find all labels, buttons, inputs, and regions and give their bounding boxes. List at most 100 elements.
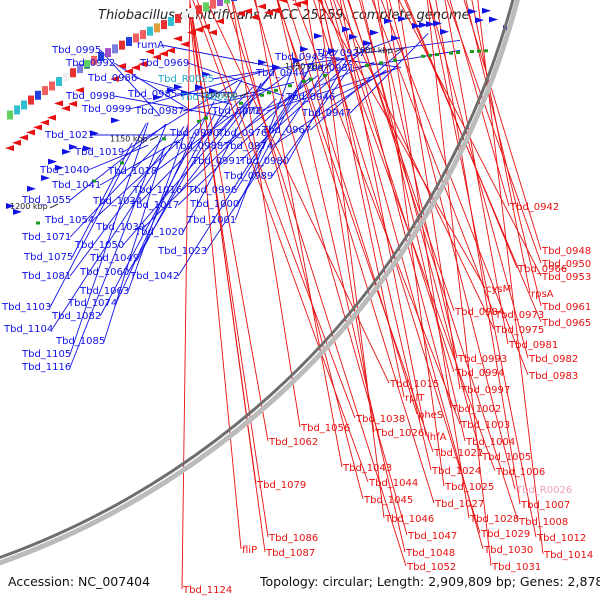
gene-label-ihfa[interactable]: ihfA bbox=[427, 432, 447, 443]
gene-label-tbd_1023[interactable]: Tbd_1023 bbox=[157, 246, 207, 257]
gene-label-tbd_0942[interactable]: Tbd_0942 bbox=[509, 202, 559, 213]
gene-label-tbd_1055[interactable]: Tbd_1055 bbox=[21, 195, 71, 206]
gene-label-tbd_1000[interactable]: Tbd_1000 bbox=[189, 199, 239, 210]
gene-label-tbd_1048[interactable]: Tbd_1048 bbox=[405, 548, 455, 559]
gene-label-tbd_1019[interactable]: Tbd_1019 bbox=[74, 147, 124, 158]
gene-label-tbd_0931[interactable]: Tbd_0931 bbox=[304, 63, 354, 74]
gene-label-flip[interactable]: fliP bbox=[242, 545, 257, 556]
gene-label-tbd_1041[interactable]: Tbd_1041 bbox=[51, 180, 101, 191]
gene-label-tbd_0992[interactable]: Tbd_0992 bbox=[65, 58, 115, 69]
gene-label-tbd_1049[interactable]: Tbd_1049 bbox=[89, 253, 139, 264]
gene-label-tbd_0973[interactable]: Tbd_0973 bbox=[494, 310, 544, 321]
gene-label-tbd_1024[interactable]: Tbd_1024 bbox=[431, 466, 481, 477]
gene-label-tbd_1124[interactable]: Tbd_1124 bbox=[182, 585, 232, 596]
gene-label-tbd_0946[interactable]: Tbd_0946 bbox=[285, 92, 335, 103]
gene-label-tbd_1085[interactable]: Tbd_1085 bbox=[55, 336, 105, 347]
gene-label-tbd_0961[interactable]: Tbd_0961 bbox=[541, 302, 591, 313]
gene-label-tbd_1022[interactable]: Tbd_1022 bbox=[433, 448, 483, 459]
gene-label-tbd_1045[interactable]: Tbd_1045 bbox=[363, 495, 413, 506]
gene-label-tbd_0997[interactable]: Tbd_0997 bbox=[460, 385, 510, 396]
gene-label-tbd_0953[interactable]: Tbd_0953 bbox=[541, 272, 591, 283]
gene-label-tbd_1042[interactable]: Tbd_1042 bbox=[129, 271, 179, 282]
gene-label-tbd_1025[interactable]: Tbd_1025 bbox=[444, 482, 494, 493]
gene-label-tbd_1044[interactable]: Tbd_1044 bbox=[368, 478, 418, 489]
gene-label-tbd_r0025[interactable]: Tbd_R0025 bbox=[157, 74, 214, 85]
gene-label-tbd_0991[interactable]: Tbd_0991 bbox=[191, 156, 241, 167]
gene-label-tbd_1054[interactable]: Tbd_1054 bbox=[44, 215, 94, 226]
gene-label-tbd_1046[interactable]: Tbd_1046 bbox=[384, 514, 434, 525]
gene-label-tbd_1040[interactable]: Tbd_1040 bbox=[39, 165, 89, 176]
gene-label-tbd_1047[interactable]: Tbd_1047 bbox=[407, 531, 457, 542]
gene-label-tbd_1001[interactable]: Tbd_1001 bbox=[186, 215, 236, 226]
gene-label-ruma[interactable]: rumA bbox=[137, 40, 164, 51]
gene-label-phes[interactable]: pheS bbox=[418, 410, 443, 421]
gene-label-tbd_1050[interactable]: Tbd_1050 bbox=[74, 240, 124, 251]
gene-label-tbd_1104[interactable]: Tbd_1104 bbox=[3, 324, 53, 335]
gene-label-tbd_0994[interactable]: Tbd_0994 bbox=[454, 368, 504, 379]
gene-label-tbd_1027[interactable]: Tbd_1027 bbox=[434, 499, 484, 510]
gene-label-tbd_0981[interactable]: Tbd_0981 bbox=[508, 340, 558, 351]
gene-label-tbd_1060[interactable]: Tbd_1060 bbox=[79, 267, 129, 278]
gene-label-tbd_0974[interactable]: Tbd_0974 bbox=[223, 141, 273, 152]
gene-label-tbd_1016[interactable]: Tbd_1016 bbox=[132, 185, 182, 196]
gene-label-tbd_1008[interactable]: Tbd_1008 bbox=[518, 517, 568, 528]
gene-label-tbd_0976[interactable]: Tbd_0976 bbox=[217, 128, 267, 139]
gene-label-tbd_r0026[interactable]: Tbd_R0026 bbox=[515, 485, 572, 496]
gene-label-tbd_0980[interactable]: Tbd_0980 bbox=[239, 156, 289, 167]
gene-label-tbd_1086[interactable]: Tbd_1086 bbox=[268, 533, 318, 544]
gene-label-tbd_1026[interactable]: Tbd_1026 bbox=[374, 428, 424, 439]
gene-label-tbd_0927[interactable]: Tbd_0927 bbox=[315, 48, 365, 59]
gene-label-tbd_1074[interactable]: Tbd_1074 bbox=[67, 298, 117, 309]
gene-label-tbd_0975[interactable]: Tbd_0975 bbox=[494, 325, 544, 336]
gene-label-tbd_1105[interactable]: Tbd_1105 bbox=[21, 349, 71, 360]
gene-label-tbd_r0024[interactable]: Tbd_R0024 bbox=[179, 92, 236, 103]
gene-label-tbd_1020[interactable]: Tbd_1020 bbox=[134, 227, 184, 238]
gene-label-tbd_1116[interactable]: Tbd_1116 bbox=[21, 362, 71, 373]
gene-label-tbd_1087[interactable]: Tbd_1087 bbox=[265, 548, 315, 559]
gene-label-tbd_1012[interactable]: Tbd_1012 bbox=[536, 533, 586, 544]
gene-label-tbd_1004[interactable]: Tbd_1004 bbox=[465, 437, 515, 448]
gene-label-tbd_1015[interactable]: Tbd_1015 bbox=[389, 379, 439, 390]
gene-label-tbd_0999[interactable]: Tbd_0999 bbox=[81, 104, 131, 115]
gene-label-tbd_1021[interactable]: Tbd_1021 bbox=[44, 130, 94, 141]
gene-label-tbd_0987[interactable]: Tbd_0987 bbox=[134, 106, 184, 117]
gene-label-tbd_1006[interactable]: Tbd_1006 bbox=[495, 467, 545, 478]
gene-label-rpsa[interactable]: rpsA bbox=[531, 289, 554, 300]
gene-label-tbd_0969[interactable]: Tbd_0969 bbox=[139, 58, 189, 69]
gene-label-tbd_1028[interactable]: Tbd_1028 bbox=[469, 514, 519, 525]
gene-label-tbd_1030[interactable]: Tbd_1030 bbox=[483, 545, 533, 556]
gene-label-tbd_1075[interactable]: Tbd_1075 bbox=[23, 252, 73, 263]
gene-label-tbd_1017[interactable]: Tbd_1017 bbox=[129, 200, 179, 211]
gene-label-tbd_0989[interactable]: Tbd_0989 bbox=[223, 171, 273, 182]
gene-label-cysm[interactable]: cysM bbox=[486, 284, 511, 295]
gene-label-tbd_0995[interactable]: Tbd_0995 bbox=[51, 45, 101, 56]
gene-label-tbd_1056[interactable]: Tbd_1056 bbox=[300, 423, 350, 434]
gene-label-tbd_1029[interactable]: Tbd_1029 bbox=[480, 529, 530, 540]
gene-label-tbd_0965[interactable]: Tbd_0965 bbox=[541, 318, 591, 329]
gene-label-tbd_0993[interactable]: Tbd_0993 bbox=[457, 354, 507, 365]
gene-label-tbd_1003[interactable]: Tbd_1003 bbox=[460, 420, 510, 431]
gene-label-tbd_0982[interactable]: Tbd_0982 bbox=[528, 354, 578, 365]
gene-label-rplt[interactable]: rplT bbox=[405, 393, 425, 404]
gene-label-tbd_0985[interactable]: Tbd_0985 bbox=[127, 89, 177, 100]
gene-label-tbd_0947[interactable]: Tbd_0947 bbox=[301, 108, 351, 119]
gene-label-tbd_0998[interactable]: Tbd_0998 bbox=[65, 91, 115, 102]
gene-label-tbd_1103[interactable]: Tbd_1103 bbox=[1, 302, 51, 313]
gene-label-prfc[interactable]: prfC bbox=[242, 106, 263, 117]
gene-label-tbd_0967[interactable]: Tbd_0967 bbox=[261, 125, 311, 136]
gene-label-tbd_1062[interactable]: Tbd_1062 bbox=[268, 437, 318, 448]
gene-label-tbd_1052[interactable]: Tbd_1052 bbox=[406, 562, 456, 573]
gene-label-tbd_0948[interactable]: Tbd_0948 bbox=[541, 246, 591, 257]
gene-label-tbd_0944[interactable]: Tbd_0944 bbox=[255, 68, 305, 79]
gene-label-tbd_1071[interactable]: Tbd_1071 bbox=[21, 232, 71, 243]
gene-label-tbd_1082[interactable]: Tbd_1082 bbox=[51, 311, 101, 322]
gene-label-tbd_0983[interactable]: Tbd_0983 bbox=[528, 371, 578, 382]
gene-label-tbd_1081[interactable]: Tbd_1081 bbox=[21, 271, 71, 282]
gene-label-tbd_1063[interactable]: Tbd_1063 bbox=[79, 286, 129, 297]
gene-label-tbd_1002[interactable]: Tbd_1002 bbox=[451, 404, 501, 415]
gene-label-tbd_1038[interactable]: Tbd_1038 bbox=[355, 414, 405, 425]
gene-label-tbd_0986[interactable]: Tbd_0986 bbox=[87, 73, 137, 84]
gene-label-tbd_1007[interactable]: Tbd_1007 bbox=[520, 500, 570, 511]
gene-label-tbd_1014[interactable]: Tbd_1014 bbox=[543, 550, 593, 561]
gene-label-tbd_1005[interactable]: Tbd_1005 bbox=[481, 452, 531, 463]
